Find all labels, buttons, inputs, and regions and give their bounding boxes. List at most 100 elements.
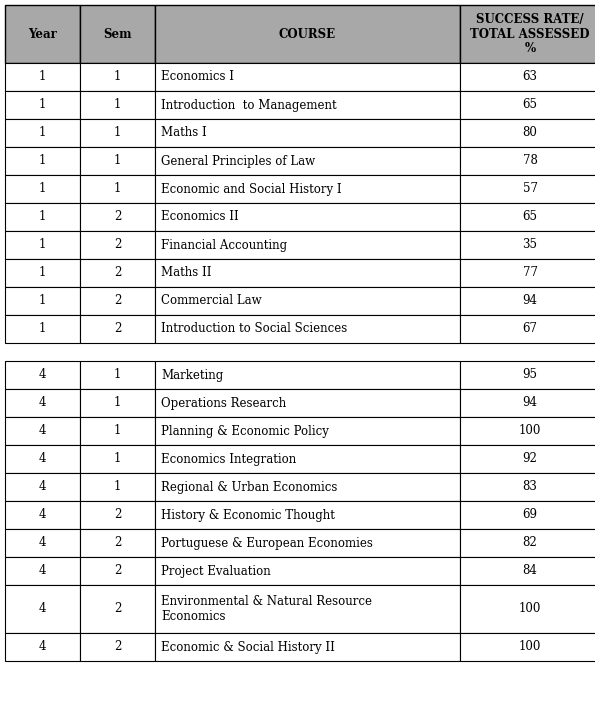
Text: Marketing: Marketing xyxy=(161,368,223,382)
Bar xyxy=(460,259,595,287)
Text: 65: 65 xyxy=(522,210,537,223)
Text: 2: 2 xyxy=(114,294,121,307)
Bar xyxy=(460,361,595,389)
Text: 100: 100 xyxy=(519,424,541,437)
Bar xyxy=(460,501,595,529)
Bar xyxy=(80,315,155,343)
Bar xyxy=(80,231,155,259)
Bar xyxy=(460,147,595,175)
Text: 65: 65 xyxy=(522,99,537,112)
Bar xyxy=(5,91,80,119)
Bar xyxy=(155,287,460,315)
Bar xyxy=(155,501,460,529)
Bar xyxy=(80,417,155,445)
Text: 1: 1 xyxy=(114,99,121,112)
Bar xyxy=(5,175,80,203)
Bar xyxy=(80,259,155,287)
Text: 83: 83 xyxy=(522,481,537,493)
Text: 2: 2 xyxy=(114,602,121,616)
Bar xyxy=(155,585,460,633)
Bar xyxy=(155,147,460,175)
Text: 4: 4 xyxy=(39,565,46,577)
Text: History & Economic Thought: History & Economic Thought xyxy=(161,508,335,521)
Text: Year: Year xyxy=(28,28,57,41)
Bar xyxy=(460,529,595,557)
Bar xyxy=(155,445,460,473)
Text: 1: 1 xyxy=(114,70,121,83)
Text: 78: 78 xyxy=(522,154,537,168)
Bar xyxy=(460,175,595,203)
Text: 4: 4 xyxy=(39,452,46,466)
Text: 1: 1 xyxy=(114,424,121,437)
Bar xyxy=(155,389,460,417)
Text: 1: 1 xyxy=(39,70,46,83)
Bar xyxy=(5,417,80,445)
Text: 4: 4 xyxy=(39,368,46,382)
Text: 1: 1 xyxy=(114,397,121,410)
Text: Financial Accounting: Financial Accounting xyxy=(161,238,287,252)
Text: 1: 1 xyxy=(39,294,46,307)
Bar xyxy=(460,287,595,315)
Bar xyxy=(5,501,80,529)
Bar xyxy=(80,389,155,417)
Text: Sem: Sem xyxy=(104,28,131,41)
Text: 2: 2 xyxy=(114,565,121,577)
Text: 82: 82 xyxy=(522,537,537,550)
Text: SUCCESS RATE/
TOTAL ASSESSED
%: SUCCESS RATE/ TOTAL ASSESSED % xyxy=(470,13,590,55)
Text: 2: 2 xyxy=(114,641,121,653)
Bar xyxy=(5,147,80,175)
Bar xyxy=(80,175,155,203)
Bar xyxy=(80,287,155,315)
Bar xyxy=(5,315,80,343)
Text: Maths II: Maths II xyxy=(161,267,211,279)
Bar xyxy=(460,633,595,661)
Text: 4: 4 xyxy=(39,602,46,616)
Bar xyxy=(80,119,155,147)
Bar xyxy=(80,203,155,231)
Bar xyxy=(5,633,80,661)
Bar xyxy=(80,91,155,119)
Bar xyxy=(5,389,80,417)
Text: Portuguese & European Economies: Portuguese & European Economies xyxy=(161,537,373,550)
Bar xyxy=(460,119,595,147)
Text: 84: 84 xyxy=(522,565,537,577)
Bar xyxy=(5,557,80,585)
Bar xyxy=(460,63,595,91)
Text: 1: 1 xyxy=(114,127,121,139)
Text: 4: 4 xyxy=(39,641,46,653)
Bar xyxy=(80,147,155,175)
Bar xyxy=(80,633,155,661)
Bar xyxy=(155,557,460,585)
Bar xyxy=(155,259,460,287)
Text: Project Evaluation: Project Evaluation xyxy=(161,565,271,577)
Text: Economics Integration: Economics Integration xyxy=(161,452,296,466)
Bar xyxy=(155,633,460,661)
Bar xyxy=(80,529,155,557)
Bar xyxy=(5,473,80,501)
Text: 57: 57 xyxy=(522,183,537,196)
Bar xyxy=(460,585,595,633)
Bar xyxy=(80,557,155,585)
Text: 1: 1 xyxy=(39,154,46,168)
Text: 1: 1 xyxy=(39,323,46,336)
Text: 77: 77 xyxy=(522,267,537,279)
Bar xyxy=(5,529,80,557)
Bar xyxy=(155,175,460,203)
Text: 2: 2 xyxy=(114,210,121,223)
Bar xyxy=(155,417,460,445)
Text: 4: 4 xyxy=(39,397,46,410)
Bar xyxy=(155,5,460,63)
Text: 4: 4 xyxy=(39,424,46,437)
Bar xyxy=(155,119,460,147)
Bar xyxy=(80,5,155,63)
Text: 1: 1 xyxy=(114,154,121,168)
Text: 67: 67 xyxy=(522,323,537,336)
Bar xyxy=(80,473,155,501)
Text: 2: 2 xyxy=(114,267,121,279)
Bar xyxy=(80,585,155,633)
Text: 2: 2 xyxy=(114,238,121,252)
Bar xyxy=(460,389,595,417)
Text: 2: 2 xyxy=(114,537,121,550)
Text: 94: 94 xyxy=(522,397,537,410)
Bar xyxy=(5,361,80,389)
